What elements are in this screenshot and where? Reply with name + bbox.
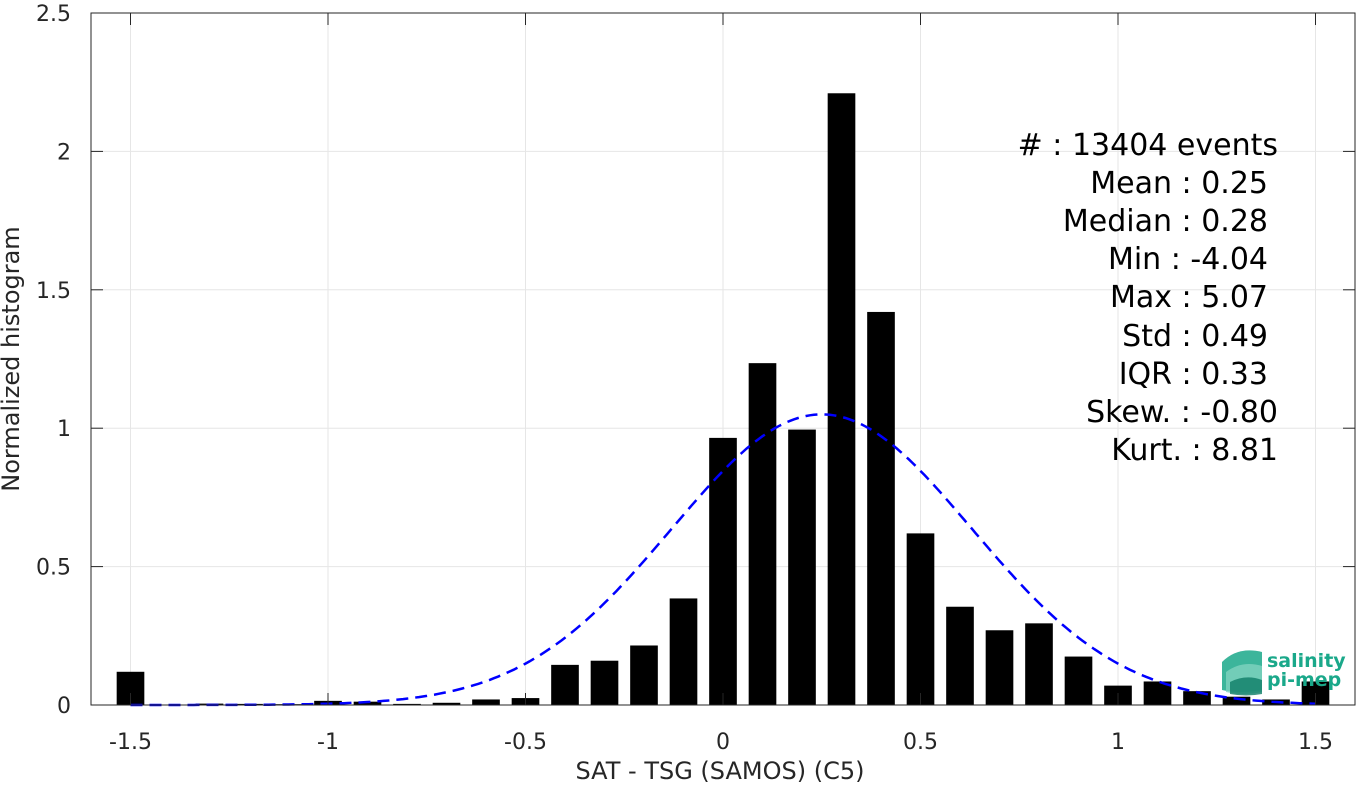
- x-tick-label: 0: [716, 730, 730, 755]
- y-tick-label: 1.5: [36, 279, 71, 304]
- stat-mean: Mean : 0.25: [1090, 166, 1268, 201]
- histogram-bar: [946, 606, 974, 705]
- histogram-bar: [353, 701, 382, 705]
- stat-skew: Skew. : -0.80: [1086, 395, 1278, 430]
- y-axis-label: Normalized histogram: [0, 226, 25, 491]
- histogram-bar: [906, 533, 935, 705]
- logo-line2: pi-mep: [1267, 669, 1341, 691]
- histogram-bar: [669, 598, 698, 705]
- x-tick-label: -1: [317, 730, 339, 755]
- y-tick-label: 1: [57, 417, 71, 442]
- plot-axes: [90, 12, 1356, 706]
- salinity-pi-mep-logo: salinity pi-mep: [1222, 650, 1346, 696]
- wave-logo-icon: [1222, 650, 1262, 696]
- stat-max: Max : 5.07: [1110, 280, 1268, 315]
- histogram-bar: [1143, 681, 1172, 705]
- histogram-bar: [1064, 656, 1093, 705]
- histogram-bar: [827, 93, 856, 706]
- y-tick-label: 0.5: [36, 556, 71, 581]
- histogram-bar: [709, 437, 737, 705]
- stat-median: Median : 0.28: [1063, 204, 1268, 239]
- x-tick-label: -1.5: [109, 730, 152, 755]
- stat-min: Min : -4.04: [1108, 242, 1268, 277]
- y-tick-label: 2.5: [36, 2, 71, 27]
- histogram-bar: [788, 429, 816, 705]
- y-tick-label: 0: [57, 694, 71, 719]
- histogram-bar: [432, 702, 461, 705]
- histogram-bar: [551, 664, 579, 705]
- x-tick-label: 0.5: [903, 730, 938, 755]
- y-tick-label: 2: [57, 140, 71, 165]
- histogram-bars: [116, 93, 1330, 706]
- stat-kurt: Kurt. : 8.81: [1111, 433, 1278, 468]
- x-tick-label: 1.5: [1298, 730, 1333, 755]
- stat-iqr: IQR : 0.33: [1119, 357, 1268, 392]
- histogram-bar: [630, 645, 658, 705]
- stat-std: Std : 0.49: [1122, 319, 1268, 354]
- x-tick-label: -0.5: [504, 730, 547, 755]
- tick-labels: -1.5 -1 -0.5 0 0.5 1 1.5 0 0.5 1 1.5 2 2.5: [36, 2, 1333, 755]
- stat-events: # : 13404 events: [1018, 128, 1278, 163]
- x-tick-label: 1: [1111, 730, 1125, 755]
- histogram-bar: [393, 703, 421, 705]
- histogram-bar: [590, 660, 619, 705]
- histogram-bar: [985, 630, 1014, 705]
- x-axis-label: SAT - TSG (SAMOS) (C5): [576, 757, 865, 785]
- histogram-bar: [748, 363, 777, 705]
- histogram-bar: [1222, 696, 1251, 705]
- histogram-bar: [867, 311, 895, 705]
- statistics-annotation: # : 13404 events Mean : 0.25 Median : 0.…: [1018, 128, 1278, 468]
- histogram-bar: [472, 699, 500, 705]
- logo-line1: salinity: [1267, 650, 1346, 672]
- histogram-bar: [1025, 623, 1053, 705]
